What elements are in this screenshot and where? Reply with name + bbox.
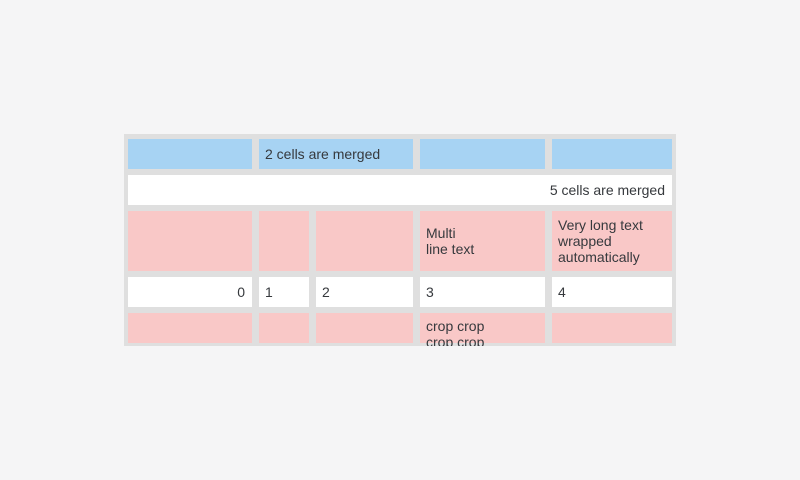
table-cell-r5c5[interactable] [552,313,672,343]
table-cell-r4c2[interactable]: 1 [259,277,309,307]
number-cell-1: 1 [265,284,273,300]
multi-line-text-label: Multi line text [426,225,475,257]
table-cell-r4c5[interactable]: 4 [552,277,672,307]
table-grid: 2 cells are merged 5 cells are merged Mu… [128,139,672,346]
table-cell-r4c3[interactable]: 2 [316,277,413,307]
table-cell-r5c4[interactable]: crop crop crop crop [420,313,545,346]
table-cell-r5c1[interactable] [128,313,252,343]
merged-5-cells-label: 5 cells are merged [549,182,665,198]
table-cell-r3c5[interactable]: Very long text wrapped automatically [552,211,672,271]
table-cell-r4c4[interactable]: 3 [420,277,545,307]
table-cell-r1-merged[interactable]: 2 cells are merged [259,139,413,169]
number-cell-3: 3 [426,284,434,300]
table-cell-r1c4[interactable] [420,139,545,169]
table-cell-r4c1[interactable]: 0 [128,277,252,307]
number-cell-4: 4 [558,284,566,300]
table-cell-r2-merged[interactable]: 5 cells are merged [128,175,672,205]
table-cell-r5c3[interactable] [316,313,413,343]
table-widget[interactable]: 2 cells are merged 5 cells are merged Mu… [124,134,676,346]
merged-2-cells-label: 2 cells are merged [265,146,381,162]
wrapped-text-label: Very long text wrapped automatically [558,217,643,265]
table-cell-r5c2[interactable] [259,313,309,343]
table-cell-r3c1[interactable] [128,211,252,271]
table-cell-r1c1[interactable] [128,139,252,169]
number-cell-0: 0 [237,284,245,300]
table-cell-r1c5[interactable] [552,139,672,169]
cropped-text-label: crop crop crop crop [426,318,485,346]
table-cell-r3c2[interactable] [259,211,309,271]
table-cell-r3c3[interactable] [316,211,413,271]
number-cell-2: 2 [322,284,330,300]
table-cell-r3c4[interactable]: Multi line text [420,211,545,271]
